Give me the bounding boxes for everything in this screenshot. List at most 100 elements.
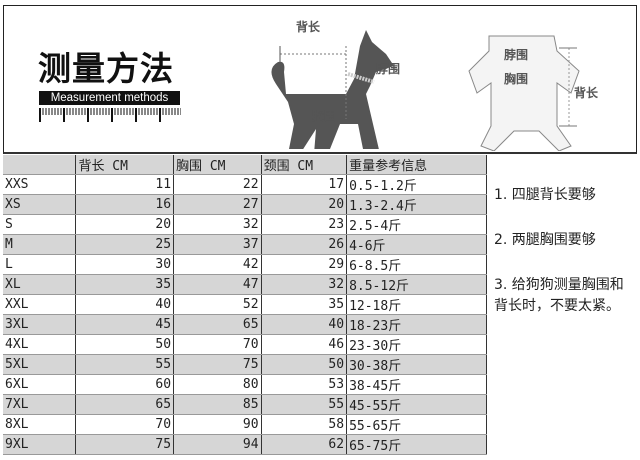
table-cell: 9XL (3, 434, 77, 455)
table-cell: 8XL (3, 414, 77, 435)
table-row: XS 16 27 20 1.3-2.4斤 (3, 194, 487, 215)
ruler-icon (39, 108, 181, 122)
table-cell: 0.5-1.2斤 (346, 174, 487, 195)
table-cell: 18-23斤 (346, 314, 487, 335)
table-cell: 17 (261, 174, 348, 195)
table-cell: 12-18斤 (346, 294, 487, 315)
table-row: 3XL 45 65 40 18-23斤 (3, 314, 487, 335)
table-cell: 22 (173, 174, 262, 195)
table-cell: 26 (261, 234, 348, 255)
table-cell: 3XL (3, 314, 77, 335)
table-cell: 47 (173, 274, 262, 295)
table-cell: 35 (75, 274, 175, 295)
table-row: 7XL 65 85 55 45-55斤 (3, 394, 487, 415)
table-cell: 35 (261, 294, 348, 315)
table-cell: L (3, 254, 77, 275)
table-cell: 70 (75, 414, 175, 435)
table-cell: 75 (173, 354, 262, 375)
table-cell: 23 (261, 214, 348, 235)
notes-panel: 1. 四腿背长要够 2. 两腿胸围要够 3. 给狗狗测量胸围和背长时，不要太紧。 (494, 185, 634, 341)
table-cell: 60 (75, 374, 175, 395)
table-cell: XXL (3, 294, 77, 315)
table-cell: M (3, 234, 77, 255)
table-cell: 46 (261, 334, 348, 355)
table-cell: 6-8.5斤 (346, 254, 487, 275)
note-item: 2. 两腿胸围要够 (494, 232, 596, 248)
table-cell: 65 (173, 314, 262, 335)
table-cell: 29 (261, 254, 348, 275)
table-cell: 45-55斤 (346, 394, 487, 415)
column-header: 颈围 CM (261, 155, 348, 175)
column-header: 胸围 CM (173, 155, 262, 175)
table-cell: 58 (261, 414, 348, 435)
table-cell: 4XL (3, 334, 77, 355)
dog-garment-icon (468, 35, 580, 151)
table-row: M 25 37 26 4-6斤 (3, 234, 487, 255)
table-row: 8XL 70 90 58 55-65斤 (3, 414, 487, 435)
table-row: S 20 32 23 2.5-4斤 (3, 214, 487, 235)
garment-back-label: 背长 (574, 86, 599, 100)
table-cell: 55 (261, 394, 348, 415)
table-cell: 6XL (3, 374, 77, 395)
table-row: XXL 40 52 35 12-18斤 (3, 294, 487, 315)
table-cell: 38-45斤 (346, 374, 487, 395)
column-header: 重量参考信息 (346, 155, 487, 175)
dog-silhouette-icon (271, 30, 394, 149)
table-cell: 16 (75, 194, 175, 215)
note-item: 3. 给狗狗测量胸围和背长时，不要太紧。 (494, 277, 624, 314)
table-cell: 80 (173, 374, 262, 395)
garment-neck-label: 脖围 (504, 48, 529, 62)
table-cell: 20 (75, 214, 175, 235)
table-cell: 65 (75, 394, 175, 415)
table-cell: S (3, 214, 77, 235)
table-row: 5XL 55 75 50 30-38斤 (3, 354, 487, 375)
table-cell: 40 (261, 314, 348, 335)
table-cell: 45 (75, 314, 175, 335)
column-header: 背长 CM (75, 155, 175, 175)
table-row: 4XL 50 70 46 23-30斤 (3, 334, 487, 355)
dog-neck-label: 脖围 (376, 62, 401, 76)
note-item: 1. 四腿背长要够 (494, 187, 596, 203)
table-cell: 85 (173, 394, 262, 415)
table-cell: 90 (173, 414, 262, 435)
table-cell: 1.3-2.4斤 (346, 194, 487, 215)
table-cell: 65-75斤 (346, 434, 487, 455)
table-cell: 27 (173, 194, 262, 215)
table-cell: 62 (261, 434, 348, 455)
table-cell: 75 (75, 434, 175, 455)
table-cell: 53 (261, 374, 348, 395)
table-cell: 2.5-4斤 (346, 214, 487, 235)
table-cell: 32 (261, 274, 348, 295)
table-header-row: 背长 CM 胸围 CM 颈围 CM 重量参考信息 (3, 155, 487, 175)
table-cell: 7XL (3, 394, 77, 415)
table-cell: 30 (75, 254, 175, 275)
logo-subtitle: Measurement methods (39, 91, 180, 105)
table-row: 9XL 75 94 62 65-75斤 (3, 434, 487, 455)
table-cell: 94 (173, 434, 262, 455)
table-cell: 52 (173, 294, 262, 315)
table-row: XL 35 47 32 8.5-12斤 (3, 274, 487, 295)
table-cell: 20 (261, 194, 348, 215)
garment-chest-label: 胸围 (504, 72, 529, 86)
table-row: L 30 42 29 6-8.5斤 (3, 254, 487, 275)
table-cell: 4-6斤 (346, 234, 487, 255)
table-cell: 37 (173, 234, 262, 255)
table-cell: 23-30斤 (346, 334, 487, 355)
dog-chest-label: 胸围 (312, 109, 337, 123)
table-cell: 50 (75, 334, 175, 355)
table-cell: 40 (75, 294, 175, 315)
table-cell: 42 (173, 254, 262, 275)
dog-back-label: 背长 (296, 20, 321, 34)
table-cell: 55 (75, 354, 175, 375)
size-table: 背长 CM 胸围 CM 颈围 CM 重量参考信息 XXS 11 22 17 0.5-1.2斤 XS… (3, 155, 487, 455)
table-row: 6XL 60 80 53 38-45斤 (3, 374, 487, 395)
table-cell: 70 (173, 334, 262, 355)
measurement-banner: 测量方法 Measurement methods 背长 脖围 胸围 脖围 胸围 … (3, 5, 637, 154)
table-cell: XS (3, 194, 77, 215)
table-cell: XXS (3, 174, 77, 195)
table-row: XXS 11 22 17 0.5-1.2斤 (3, 174, 487, 195)
table-cell: 32 (173, 214, 262, 235)
table-cell: 5XL (3, 354, 77, 375)
table-cell: 30-38斤 (346, 354, 487, 375)
